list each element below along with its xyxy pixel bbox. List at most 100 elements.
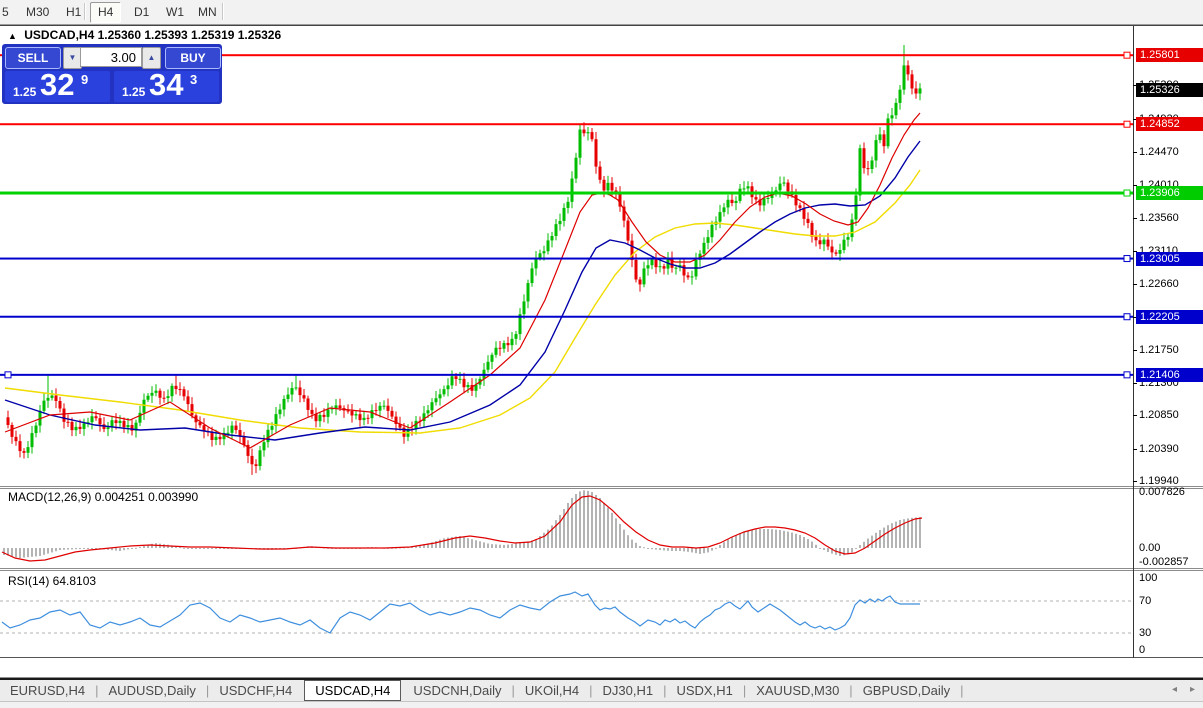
chart-tab-usdcad[interactable]: USDCAD,H4	[304, 680, 402, 701]
ma-mid-line	[4, 140, 921, 441]
tab-scroll-left-icon[interactable]: ◂	[1172, 684, 1178, 695]
one-click-trade-panel: SELL ▼ 3.00 ▲ BUY 1.25 32 9 1.25 34 3	[2, 44, 222, 104]
chart-tab-dj30[interactable]: DJ30,H1	[602, 683, 654, 698]
timeframe-button-w1[interactable]: W1	[166, 5, 184, 19]
price-tick-mark	[1133, 119, 1137, 121]
macd-signal-line	[1, 495, 923, 562]
macd-axis-label: 0.007826	[1139, 486, 1185, 498]
horizontal-line-1.23005[interactable]	[0, 257, 1133, 260]
chart-title: ▲ USDCAD,H4 1.25360 1.25393 1.25319 1.25…	[8, 28, 281, 42]
horizontal-line-1.25801[interactable]	[0, 54, 1133, 57]
rsi-axis-label: 30	[1139, 627, 1152, 639]
price-level-badge: 1.22205	[1136, 309, 1203, 324]
pane-divider	[0, 569, 1203, 570]
macd-axis-label: -0.002857	[1139, 556, 1189, 568]
price-tick-mark	[1133, 152, 1137, 153]
toolbar-separator	[84, 3, 86, 20]
pane-divider[interactable]	[0, 488, 1203, 489]
rsi-axis-label: 100	[1139, 572, 1158, 584]
horizontal-line-1.21406[interactable]	[0, 373, 1133, 376]
buy-button[interactable]: BUY	[165, 47, 221, 69]
pane-divider[interactable]	[0, 486, 1203, 487]
volume-input[interactable]: 3.00	[80, 47, 142, 67]
price-level-badge: 1.23005	[1136, 251, 1203, 266]
price-tick-label: 1.22660	[1139, 277, 1179, 290]
buy-price-point: 3	[190, 72, 198, 87]
timeframe-button-mn[interactable]: MN	[198, 5, 217, 19]
sell-price-point: 9	[81, 72, 89, 87]
pane-divider	[0, 487, 1203, 488]
buy-price-prefix: 1.25	[122, 85, 146, 99]
price-tick-label: 1.20390	[1139, 442, 1179, 455]
chart-tab-usdcnh[interactable]: USDCNH,Daily	[413, 683, 502, 698]
tab-separator: |	[205, 683, 210, 698]
sell-price-prefix: 1.25	[13, 85, 37, 99]
timeframe-button-h4[interactable]: H4	[90, 2, 122, 23]
price-tick-mark	[1133, 382, 1137, 384]
horizontal-line-1.24852[interactable]	[0, 123, 1133, 126]
price-tick-mark	[1133, 481, 1137, 483]
price-tick-label: 1.23560	[1139, 212, 1179, 225]
line-handle[interactable]	[1123, 371, 1131, 379]
chart-tab-bar: EURUSD,H4 | AUDUSD,Daily | USDCHF,H4 USDCAD,H…	[0, 680, 1203, 701]
chart-symbol: USDCAD,H4	[24, 28, 95, 42]
tabbar-bottom-divider	[0, 701, 1203, 702]
line-handle[interactable]	[1123, 51, 1131, 59]
sell-price-pips: 32	[40, 67, 75, 102]
chart-tab-audusd[interactable]: AUDUSD,Daily	[108, 683, 196, 698]
buy-price-pips: 34	[149, 67, 184, 102]
chart-tab-ukoil[interactable]: UKOil,H4	[524, 683, 580, 698]
sell-price-display[interactable]: 1.25 32 9	[5, 67, 110, 102]
timeframe-button-m30[interactable]: M30	[26, 5, 50, 19]
rsi-axis-label: 70	[1139, 595, 1152, 607]
timeframe-button-d1[interactable]: D1	[134, 5, 150, 19]
price-level-badge: 1.25801	[1136, 48, 1203, 63]
pane-divider[interactable]	[0, 570, 1203, 571]
price-tick-mark	[1133, 283, 1137, 285]
chart-tab-xauusd[interactable]: XAUUSD,M30	[756, 683, 840, 698]
tab-separator: |	[742, 683, 747, 698]
timeframe-button-h1[interactable]: H1	[66, 5, 82, 19]
price-tick-label: 1.20850	[1139, 409, 1179, 422]
price-tick-mark	[1133, 250, 1137, 252]
chart-tab-usdchf[interactable]: USDCHF,H4	[219, 683, 293, 698]
macd-axis-label: 0.00	[1139, 542, 1161, 554]
time-axis[interactable]: 18 May 202120 May 18:0025 May 10:0028 Ma…	[0, 658, 1203, 677]
pane-divider[interactable]	[0, 568, 1203, 569]
collapse-triangle-icon[interactable]: ▲	[8, 31, 17, 41]
rsi-line	[1, 591, 920, 634]
sell-button[interactable]: SELL	[5, 47, 61, 69]
chart-ohlc: 1.25360 1.25393 1.25319 1.25326	[97, 28, 282, 42]
bottom-strip	[0, 702, 1203, 708]
tab-scroll-right-icon[interactable]: ▸	[1190, 684, 1196, 695]
horizontal-line-1.23906[interactable]	[0, 191, 1133, 195]
tabbar-divider	[0, 677, 1203, 678]
price-tick-mark	[1133, 317, 1137, 319]
price-level-badge: 1.23906	[1136, 186, 1203, 201]
line-handle[interactable]	[1123, 313, 1131, 321]
tab-separator: |	[589, 683, 593, 698]
ma-fast-line	[4, 112, 921, 449]
line-handle[interactable]	[1123, 189, 1131, 197]
rsi-axis-label: 0	[1139, 644, 1146, 656]
chart-tab-usdx[interactable]: USDX,H1	[676, 683, 733, 698]
window-top-border	[0, 25, 1203, 26]
price-tick-mark	[1133, 185, 1137, 187]
price-tick-label: 1.24470	[1139, 146, 1179, 158]
tab-separator: |	[95, 683, 99, 698]
price-tick-mark	[1133, 218, 1137, 220]
line-handle[interactable]	[4, 371, 12, 379]
volume-increase-button[interactable]: ▲	[142, 47, 161, 69]
chart-tab-eurusd[interactable]: EURUSD,H4	[10, 683, 86, 698]
line-handle[interactable]	[1123, 120, 1131, 128]
tab-separator: |	[511, 683, 515, 698]
line-handle[interactable]	[1123, 255, 1131, 263]
chart-tab-gbpusd[interactable]: GBPUSD,Daily	[862, 683, 951, 698]
timeframe-button-5[interactable]: 5	[2, 5, 9, 19]
buy-price-display[interactable]: 1.25 34 3	[114, 67, 219, 102]
price-level-badge: 1.24852	[1136, 117, 1203, 132]
horizontal-line-1.22205[interactable]	[0, 315, 1133, 318]
toolbar-separator	[222, 3, 224, 20]
